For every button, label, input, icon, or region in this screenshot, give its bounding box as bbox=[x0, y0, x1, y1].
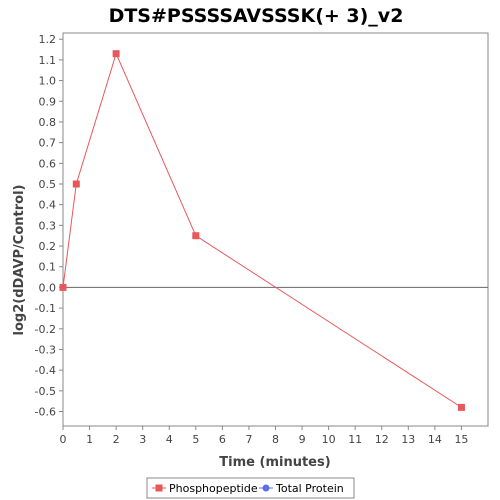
x-tick-label: 14 bbox=[428, 433, 442, 446]
x-axis: 0 1 2 3 4 5 6 7 8 9 10 11 12 13 14 15 bbox=[60, 426, 468, 446]
y-tick-label: 0.9 bbox=[39, 95, 57, 108]
y-tick-label: 0.7 bbox=[39, 137, 57, 150]
legend-box bbox=[146, 477, 355, 499]
data-point bbox=[72, 180, 80, 188]
x-tick-label: 1 bbox=[86, 433, 93, 446]
y-tick-label: 1.1 bbox=[39, 54, 57, 67]
y-tick-label: 1.2 bbox=[39, 33, 57, 46]
y-tick-label: -0.6 bbox=[35, 406, 56, 419]
data-point bbox=[192, 232, 200, 240]
x-tick-label: 15 bbox=[454, 433, 468, 446]
y-tick-label: 0.2 bbox=[39, 240, 57, 253]
y-tick-label: -0.5 bbox=[35, 385, 56, 398]
x-tick-label: 13 bbox=[401, 433, 415, 446]
y-tick-label: 0.6 bbox=[39, 157, 57, 170]
x-tick-label: 9 bbox=[299, 433, 306, 446]
series-layer bbox=[59, 50, 465, 411]
y-tick-label: 0.4 bbox=[39, 199, 57, 212]
legend: Phosphopeptide Total Protein bbox=[146, 477, 355, 499]
x-tick-label: 7 bbox=[245, 433, 252, 446]
legend-marker bbox=[262, 484, 270, 492]
x-axis-label: Time (minutes) bbox=[219, 455, 330, 470]
x-tick-label: 4 bbox=[166, 433, 173, 446]
x-tick-label: 6 bbox=[219, 433, 226, 446]
legend-label: Phosphopeptide bbox=[169, 482, 258, 495]
x-tick-label: 8 bbox=[272, 433, 279, 446]
y-tick-label: 1.0 bbox=[39, 75, 57, 88]
y-tick-label: -0.2 bbox=[35, 323, 56, 336]
x-tick-label: 10 bbox=[322, 433, 336, 446]
y-tick-label: -0.3 bbox=[35, 343, 56, 356]
data-point bbox=[457, 403, 465, 411]
legend-label: Total Protein bbox=[275, 482, 344, 495]
x-tick-label: 12 bbox=[375, 433, 389, 446]
y-tick-label: -0.4 bbox=[35, 364, 56, 377]
y-axis: 1.2 1.1 1.0 0.9 0.8 0.7 0.6 0.5 0.4 0.3 0.2 0.1 0.0 -… bbox=[35, 33, 63, 419]
chart-title: DTS#PSSSSAVSSSK(+ 3)_v2 bbox=[109, 5, 404, 27]
x-tick-label: 11 bbox=[348, 433, 362, 446]
y-tick-label: 0.0 bbox=[39, 281, 57, 294]
y-tick-label: 0.8 bbox=[39, 116, 57, 129]
legend-marker bbox=[155, 484, 163, 492]
x-tick-label: 3 bbox=[139, 433, 146, 446]
y-axis-label: log2(dDAVP/Control) bbox=[12, 185, 27, 336]
y-tick-label: 0.5 bbox=[39, 178, 57, 191]
data-point bbox=[59, 283, 67, 291]
x-tick-label: 0 bbox=[60, 433, 67, 446]
y-tick-label: -0.1 bbox=[35, 302, 56, 315]
x-tick-label: 5 bbox=[192, 433, 199, 446]
plot-area bbox=[62, 32, 489, 427]
y-tick-label: 0.3 bbox=[39, 219, 57, 232]
x-tick-label: 2 bbox=[113, 433, 120, 446]
data-point bbox=[112, 50, 120, 58]
y-tick-label: 0.1 bbox=[39, 261, 57, 274]
